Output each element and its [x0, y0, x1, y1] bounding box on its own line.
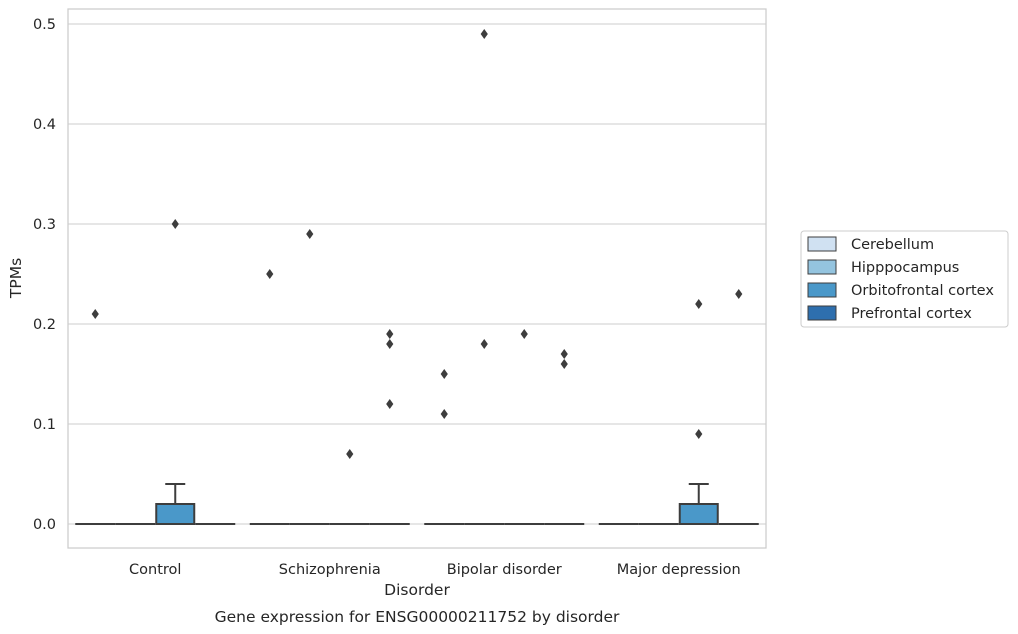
legend: Cerebellum Hipppocampus Orbitofrontal cort…	[800, 230, 1009, 328]
outlier-point	[560, 359, 568, 369]
legend-label: Hipppocampus	[851, 260, 959, 276]
x-tick-label: Schizophrenia	[279, 562, 381, 578]
legend-label: Prefrontal cortex	[851, 306, 972, 322]
outlier-point	[266, 269, 274, 279]
plot-frame	[67, 8, 767, 549]
outlier-point	[386, 399, 394, 409]
legend-frame	[800, 230, 1009, 328]
legend-label: Orbitofrontal cortex	[851, 283, 994, 299]
box-body	[155, 503, 196, 525]
outlier-points	[91, 29, 743, 459]
y-tick-label: 0.5	[33, 17, 56, 33]
outlier-point	[346, 449, 354, 459]
outlier-point	[560, 349, 568, 359]
legend-swatch	[807, 282, 837, 298]
outlier-point	[695, 299, 703, 309]
outlier-point	[306, 229, 314, 239]
grid-lines	[68, 23, 766, 525]
outlier-point	[480, 339, 488, 349]
x-tick-label: Bipolar disorder	[447, 562, 562, 578]
outlier-point	[480, 29, 488, 39]
outlier-point	[440, 369, 448, 379]
box-body	[678, 503, 719, 525]
x-tick-label: Major depression	[617, 562, 741, 578]
y-tick-label: 0.2	[33, 317, 56, 333]
box-groups	[75, 483, 759, 526]
legend-label: Cerebellum	[851, 237, 934, 253]
y-tick-label: 0.1	[33, 417, 56, 433]
outlier-point	[695, 429, 703, 439]
legend-swatch	[807, 305, 837, 321]
x-axis-ticks: Control Schizophrenia Bipolar disorder Majo…	[129, 562, 741, 578]
y-tick-label: 0.3	[33, 217, 56, 233]
y-axis-label: TPMs	[7, 258, 25, 299]
x-tick-label: Control	[129, 562, 181, 578]
outlier-point	[91, 309, 99, 319]
y-axis-ticks: 0.0 0.1 0.2 0.3 0.4 0.5	[33, 17, 56, 533]
x-axis-label: Disorder	[384, 581, 450, 599]
y-tick-label: 0.4	[33, 117, 56, 133]
legend-swatch	[807, 236, 837, 252]
outlier-point	[386, 329, 394, 339]
box-orbitofrontal-cortex	[155, 483, 196, 525]
outlier-point	[171, 219, 179, 229]
outlier-point	[520, 329, 528, 339]
outlier-point	[386, 339, 394, 349]
box-orbitofrontal-cortex	[678, 483, 719, 525]
outlier-point	[440, 409, 448, 419]
y-tick-label: 0.0	[33, 517, 56, 533]
legend-swatch	[807, 259, 837, 275]
outlier-point	[735, 289, 743, 299]
chart-caption: Gene expression for ENSG00000211752 by d…	[215, 608, 620, 626]
